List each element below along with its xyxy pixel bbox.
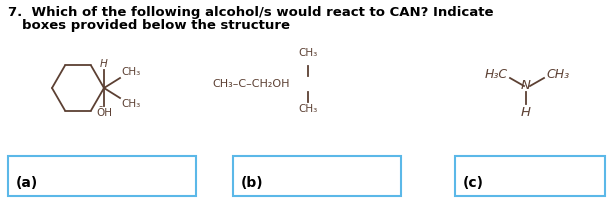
Text: CH₃: CH₃ [121, 67, 140, 77]
FancyBboxPatch shape [455, 156, 605, 196]
Text: CH₃: CH₃ [121, 99, 140, 109]
Text: (c): (c) [463, 176, 484, 190]
Text: CH₃: CH₃ [299, 104, 318, 114]
Text: (a): (a) [16, 176, 38, 190]
Text: H: H [521, 106, 531, 119]
FancyBboxPatch shape [8, 156, 196, 196]
Text: CH₃–C–CH₂OH: CH₃–C–CH₂OH [213, 79, 290, 89]
Text: CH₃: CH₃ [546, 68, 569, 81]
Text: (b): (b) [241, 176, 264, 190]
Text: H: H [100, 59, 108, 69]
Text: ŌH: ŌH [96, 108, 112, 118]
Text: N: N [521, 78, 531, 91]
Text: 7.  Which of the following alcohol/s would react to CAN? Indicate: 7. Which of the following alcohol/s woul… [8, 6, 498, 19]
FancyBboxPatch shape [233, 156, 401, 196]
Text: CH₃: CH₃ [299, 48, 318, 58]
Text: boxes provided below the structure: boxes provided below the structure [22, 19, 290, 32]
Text: H₃C: H₃C [485, 68, 508, 81]
